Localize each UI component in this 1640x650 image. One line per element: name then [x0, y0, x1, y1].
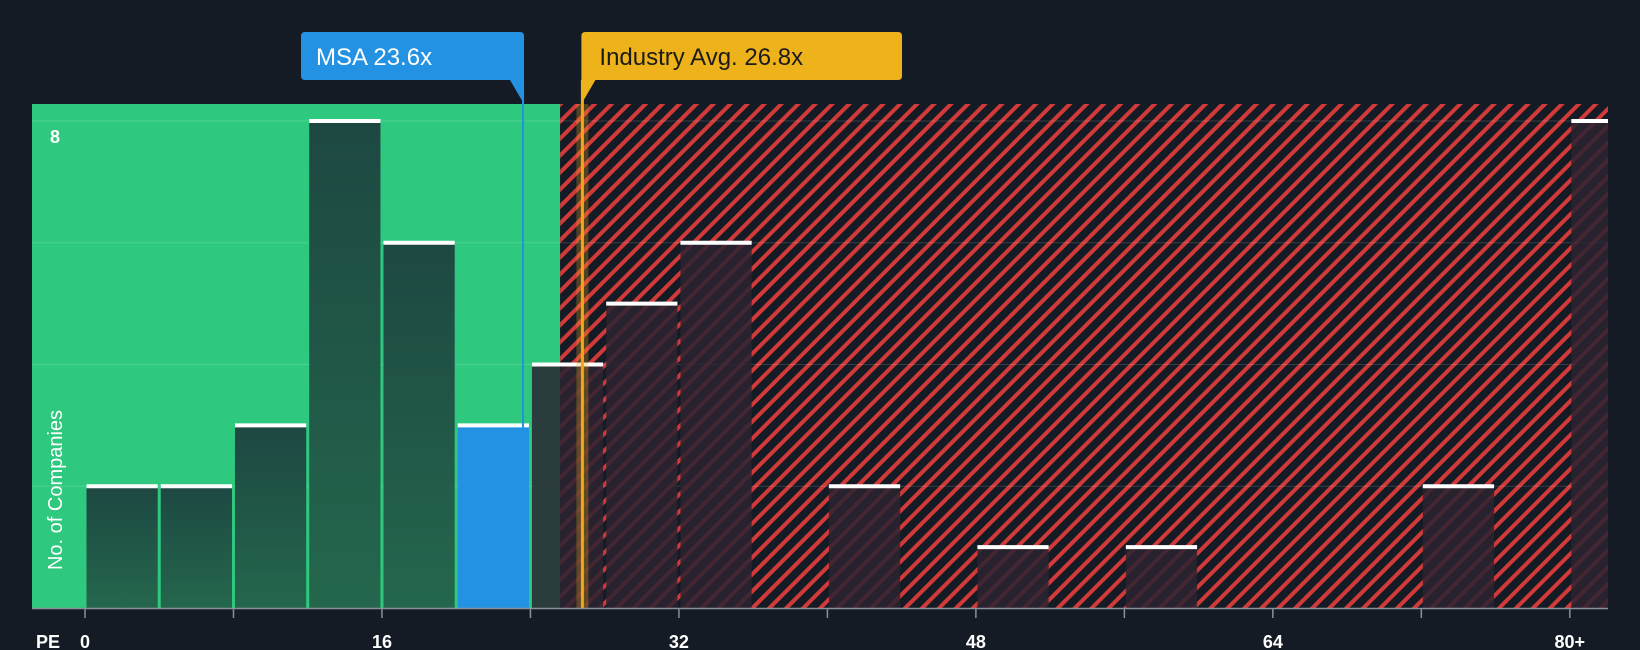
histogram-bar-cap [680, 240, 752, 245]
x-axis-tick-label: 64 [1263, 632, 1283, 650]
histogram-bar-cap [1571, 119, 1608, 123]
histogram-bar-cap [977, 545, 1049, 550]
histogram-bar-cap [457, 423, 529, 428]
company-callout-label: MSA 23.6x [316, 44, 432, 71]
histogram-bar [383, 242, 455, 608]
histogram-bar [606, 303, 678, 608]
x-axis-tick-label: 48 [966, 632, 986, 650]
y-axis-title: No. of Companies [45, 410, 67, 570]
histogram-bar-cap [234, 423, 307, 428]
x-axis-tick-label: 0 [80, 632, 90, 650]
histogram-bar [977, 547, 1049, 608]
histogram-bar [457, 425, 529, 608]
histogram-bar-cap [309, 119, 381, 123]
histogram-bar-cap [86, 484, 158, 489]
histogram-bar [86, 486, 158, 608]
industry-callout-label: Industry Avg. 26.8x [599, 44, 803, 71]
histogram-bar-cap [160, 484, 232, 489]
histogram-bar [680, 242, 752, 608]
industry-callout-box [581, 32, 902, 80]
histogram-bar [1571, 121, 1608, 608]
histogram-bar [1422, 486, 1495, 608]
histogram-bar [234, 425, 307, 608]
x-axis-title: PE [36, 632, 60, 650]
x-axis-tick-label: 16 [372, 632, 392, 650]
x-axis-tick-label: 32 [669, 632, 689, 650]
industry-callout-pointer [581, 80, 596, 104]
histogram-bar [531, 364, 604, 608]
company-callout-pointer [510, 80, 525, 104]
histogram-bar-cap [828, 484, 901, 489]
histogram-bar [828, 486, 901, 608]
histogram-bar [160, 486, 232, 608]
company-callout-box [301, 32, 525, 80]
histogram-bar [1125, 547, 1198, 608]
histogram-bar [309, 121, 381, 608]
histogram-bar-cap [1422, 484, 1495, 489]
x-axis-tick-label: 80+ [1555, 632, 1586, 650]
histogram-bar-cap [383, 240, 455, 245]
histogram-bar-cap [1125, 545, 1198, 550]
histogram-bar-cap [606, 301, 678, 306]
y-axis-tick-label: 8 [50, 127, 60, 147]
histogram-bar-cap [531, 362, 604, 367]
